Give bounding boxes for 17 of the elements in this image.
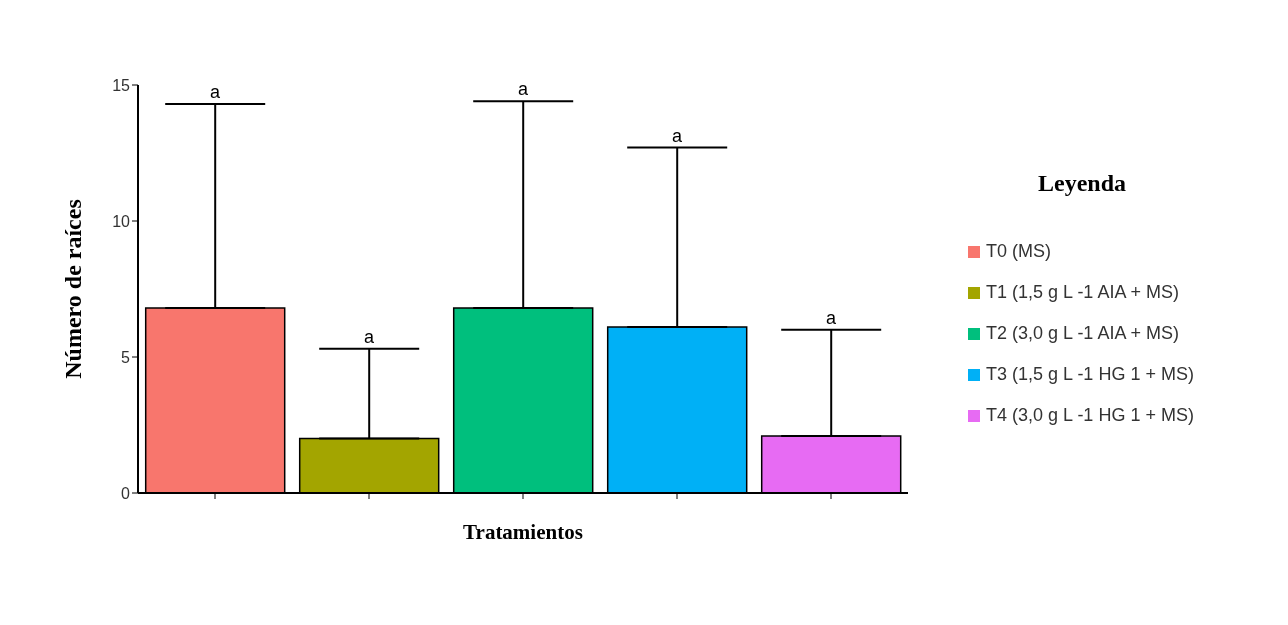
annotation: a bbox=[209, 82, 221, 103]
legend-label: T2 (3,0 g L -1 AIA + MS) bbox=[986, 323, 1179, 344]
annotation: a bbox=[825, 307, 837, 328]
x-axis-title: Tratamientos bbox=[463, 520, 583, 544]
legend-label: T1 (1,5 g L -1 AIA + MS) bbox=[986, 282, 1179, 303]
y-tick-label: 0 bbox=[121, 484, 131, 502]
annotation: a bbox=[363, 326, 375, 347]
legend-label: T0 (MS) bbox=[986, 241, 1051, 262]
y-tick-label: 15 bbox=[112, 76, 131, 94]
legend-label: T3 (1,5 g L -1 HG 1 + MS) bbox=[986, 364, 1194, 385]
y-tick-label: 5 bbox=[121, 348, 131, 366]
annotation: a bbox=[671, 125, 683, 146]
y-axis-title: Número de raíces bbox=[59, 199, 86, 379]
annotation: a bbox=[517, 79, 529, 100]
legend-title: Leyenda bbox=[1037, 170, 1127, 197]
legend-label: T4 (3,0 g L -1 HG 1 + MS) bbox=[986, 405, 1194, 426]
y-tick-label: 10 bbox=[112, 212, 131, 230]
